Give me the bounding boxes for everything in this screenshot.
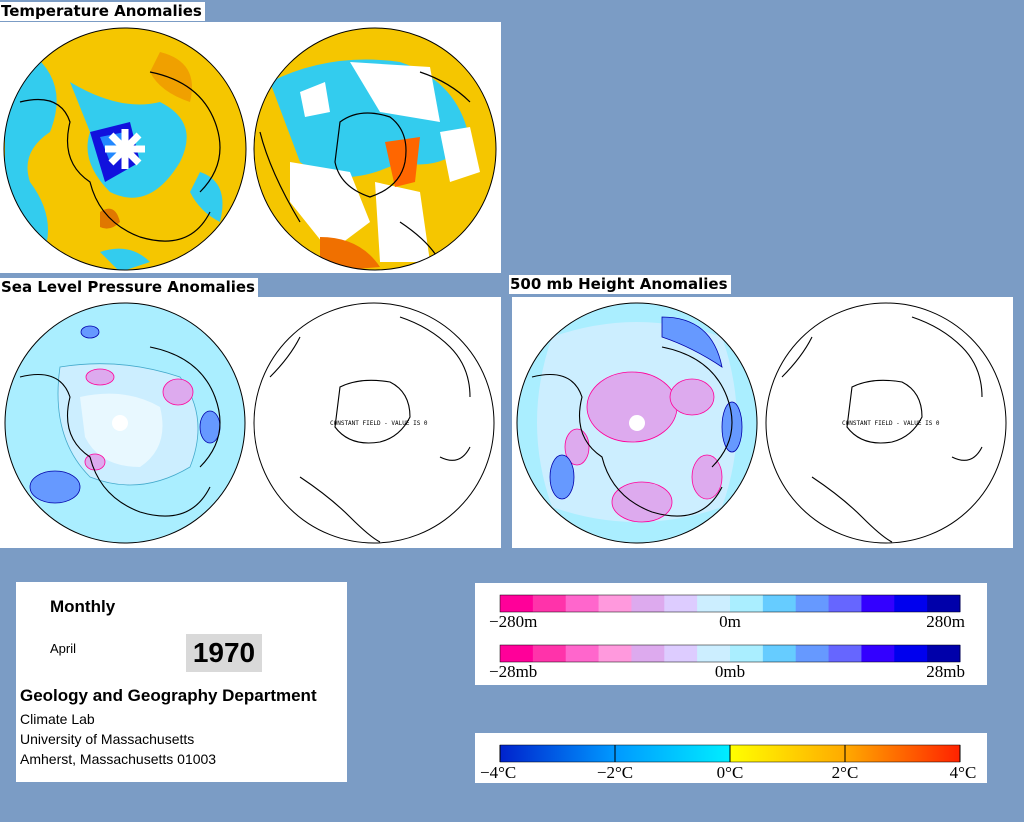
colorbar-segment bbox=[795, 595, 830, 612]
nh-slp-globe bbox=[5, 303, 245, 543]
colorbar-segment bbox=[598, 645, 632, 662]
colorbar-segment bbox=[861, 595, 895, 612]
temperature-title: Temperature Anomalies bbox=[0, 2, 205, 21]
colorbar-segment bbox=[598, 595, 632, 612]
colorbar-segment bbox=[828, 595, 862, 612]
colorbar-segment bbox=[730, 645, 764, 662]
pressure-tick-min: −28mb bbox=[489, 662, 537, 681]
colorbar-segment bbox=[762, 595, 797, 612]
nh-temperature-globe bbox=[4, 28, 246, 270]
temperature-legend: −4°C −2°C 0°C 2°C 4°C bbox=[475, 733, 987, 783]
temperature-panel bbox=[0, 22, 501, 273]
colorbar-segment bbox=[762, 645, 797, 662]
colorbar-segment bbox=[631, 645, 665, 662]
temp-tick-3: 0°C bbox=[717, 763, 744, 782]
colorbar-segment bbox=[500, 645, 534, 662]
lab-label: Climate Lab bbox=[20, 711, 95, 727]
colorbar-segment bbox=[697, 595, 731, 612]
pressure-tick-zero: 0mb bbox=[715, 662, 745, 681]
month-label: April bbox=[50, 641, 77, 656]
colorbar-segment bbox=[532, 595, 567, 612]
height-colorbar bbox=[499, 594, 961, 613]
colorbar-segment bbox=[664, 595, 698, 612]
frequency-label: Monthly bbox=[50, 597, 116, 616]
colorbar-border bbox=[499, 594, 961, 613]
colorbar-segment bbox=[927, 595, 961, 612]
colorbar-segment bbox=[828, 645, 862, 662]
temp-tick-4: 2°C bbox=[832, 763, 859, 782]
university-label: University of Massachusetts bbox=[20, 731, 195, 747]
height-tick-zero: 0m bbox=[719, 612, 741, 631]
slp-title: Sea Level Pressure Anomalies bbox=[0, 278, 258, 297]
year-label: 1970 bbox=[186, 634, 262, 672]
pressure-tick-max: 28mb bbox=[926, 662, 965, 681]
colorbar-segment bbox=[500, 595, 534, 612]
temperature-tick-marks bbox=[499, 745, 961, 762]
colorbar-border bbox=[499, 644, 961, 663]
temp-tick-1: −4°C bbox=[480, 763, 516, 782]
colorbar-segment bbox=[532, 645, 567, 662]
anomaly-legend: −280m 0m 280m −28mb 0mb 28mb bbox=[475, 583, 987, 685]
sh-temperature-globe bbox=[254, 28, 496, 270]
colorbar-segment bbox=[861, 645, 895, 662]
department-label: Geology and Geography Department bbox=[20, 686, 317, 705]
slp-constant-note: CONSTANT FIELD - VALUE IS 0 bbox=[330, 420, 428, 427]
colorbar-segment bbox=[927, 645, 961, 662]
nh-height-globe bbox=[517, 303, 757, 543]
height-tick-min: −280m bbox=[489, 612, 537, 631]
pressure-colorbar bbox=[499, 644, 961, 663]
temp-tick-5: 4°C bbox=[950, 763, 977, 782]
height-constant-note: CONSTANT FIELD - VALUE IS 0 bbox=[842, 420, 940, 427]
colorbar-segment bbox=[565, 645, 600, 662]
info-box: Monthly April 1970 Geology and Geography… bbox=[16, 582, 347, 782]
address-label: Amherst, Massachusetts 01003 bbox=[20, 751, 217, 767]
temp-tick-2: −2°C bbox=[597, 763, 633, 782]
colorbar-segment bbox=[565, 595, 600, 612]
colorbar-segment bbox=[664, 645, 698, 662]
colorbar-segment bbox=[795, 645, 830, 662]
sh-slp-globe: CONSTANT FIELD - VALUE IS 0 bbox=[253, 302, 495, 544]
colorbar-segment bbox=[631, 595, 665, 612]
height-title: 500 mb Height Anomalies bbox=[509, 275, 731, 294]
colorbar-segment bbox=[894, 645, 928, 662]
height-tick-max: 280m bbox=[926, 612, 965, 631]
colorbar-segment bbox=[697, 645, 731, 662]
height-panel: CONSTANT FIELD - VALUE IS 0 bbox=[512, 297, 1013, 548]
slp-panel: CONSTANT FIELD - VALUE IS 0 bbox=[0, 297, 501, 548]
colorbar-segment bbox=[894, 595, 928, 612]
sh-height-globe: CONSTANT FIELD - VALUE IS 0 bbox=[765, 302, 1007, 544]
colorbar-segment bbox=[730, 595, 764, 612]
